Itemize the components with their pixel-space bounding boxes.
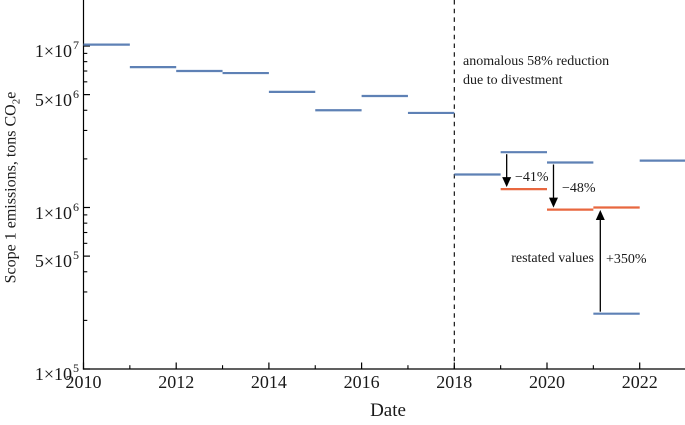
y-axis-title: Scope 1 emissions, tons CO2e [1,38,23,338]
y-tick-label: 1×106 [34,199,79,223]
x-tick-label: 2010 [65,372,102,392]
annotation-anomalous-line2: due to divestment [463,73,563,88]
y-tick-label: 1×105 [34,361,79,384]
arrowhead-down [502,177,512,188]
x-tick-label: 2020 [529,372,565,392]
x-tick-label: 2012 [158,372,195,392]
arrowhead-down [548,197,558,208]
x-tick-label: 2014 [250,372,287,392]
annotation-minus-41-percent: −41% [515,170,549,185]
arrowhead-up [595,210,605,220]
y-tick-label: 1×107 [34,38,79,61]
y-tick-label: 5×105 [34,248,79,272]
annotation-minus-48-percent: −48% [562,181,596,196]
annotation-anomalous-reduction: anomalous 58% reduction due to divestmen… [463,52,609,90]
y-tick-label: 5×106 [34,86,79,110]
x-tick-label: 2018 [436,372,473,392]
x-tick-label: 2016 [343,372,380,392]
x-tick-label: 2022 [621,372,658,392]
annotation-anomalous-line1: anomalous 58% reduction [463,54,610,69]
x-axis-title: Date [370,400,406,421]
annotation-plus-350-percent: +350% [606,252,647,267]
annotation-restated-values: restated values [511,251,594,266]
